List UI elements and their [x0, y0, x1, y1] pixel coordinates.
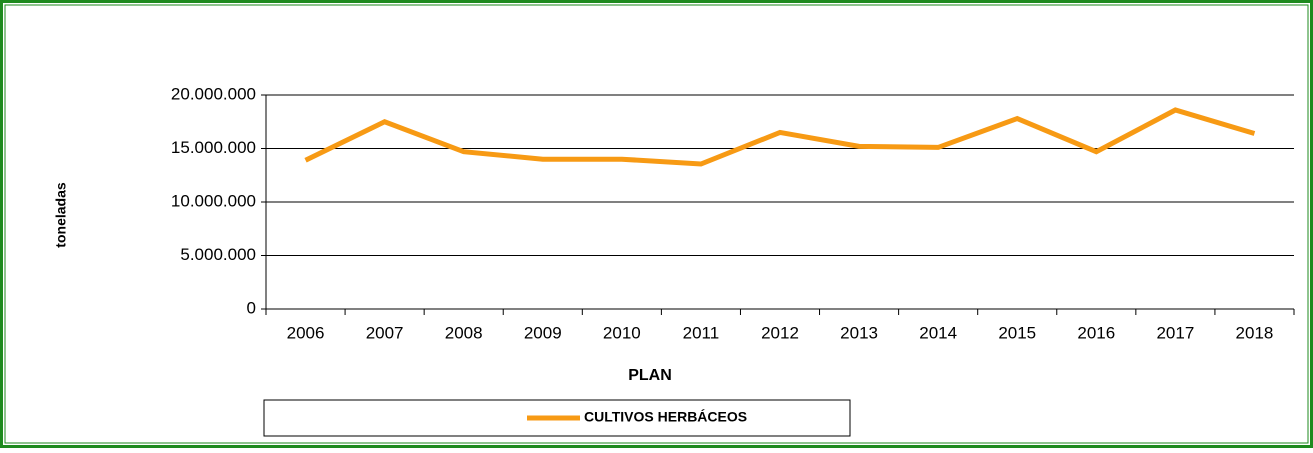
y-tick-label: 15.000.000 [171, 138, 256, 157]
y-tick-label: 20.000.000 [171, 84, 256, 103]
x-tick-label: 2015 [998, 323, 1036, 342]
x-tick-label: 2018 [1236, 323, 1274, 342]
y-tick-label: 10.000.000 [171, 191, 256, 210]
x-tick-label: 2007 [366, 323, 404, 342]
x-tick-label: 2009 [524, 323, 562, 342]
y-tick-label: 5.000.000 [180, 245, 256, 264]
x-tick-label: 2011 [683, 323, 720, 342]
chart-inner-border [4, 4, 1309, 444]
x-tick-label: 2014 [919, 323, 957, 342]
data-line [304, 107, 1256, 167]
y-axis-label: toneladas [53, 182, 69, 248]
y-tick-label: 0 [247, 298, 256, 317]
x-tick-label: 2010 [603, 323, 641, 342]
x-tick-label: 2016 [1077, 323, 1115, 342]
x-tick-label: 2008 [445, 323, 483, 342]
x-axis-label: PLAN [628, 367, 672, 384]
legend-label: CULTIVOS HERBÁCEOS [584, 409, 747, 425]
x-tick-label: 2012 [761, 323, 799, 342]
x-tick-label: 2017 [1156, 323, 1194, 342]
x-tick-label: 2013 [840, 323, 878, 342]
x-tick-label: 2006 [287, 323, 325, 342]
